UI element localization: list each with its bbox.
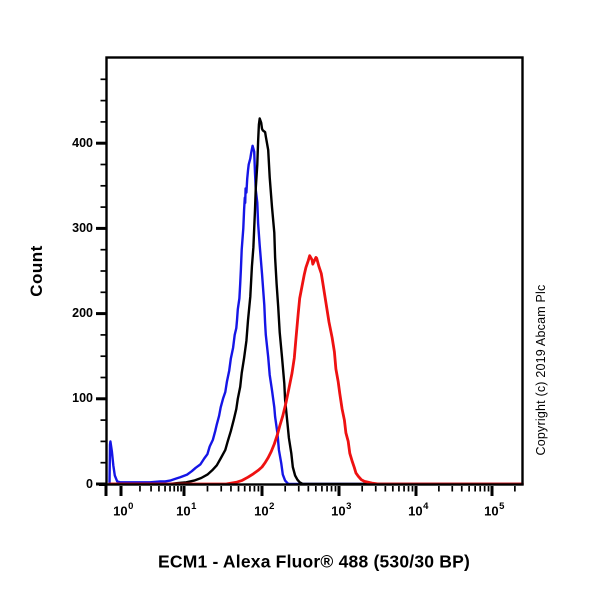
plot-border [105,56,524,486]
x-tick-label-10e2: 102 [254,501,275,519]
x-tick-label-10e5: 105 [484,501,505,519]
y-tick-label-200: 200 [72,306,93,321]
histogram-curves [108,117,524,486]
y-axis-label: Count [27,245,46,297]
y-tick-label-100: 100 [72,391,93,406]
x-axis-title: ECM1 - Alexa Fluor® 488 (530/30 BP) [158,551,470,572]
black-histogram-curve [108,117,524,486]
axis-ticks [96,78,516,496]
copyright-notice: Copyright (c) 2019 Abcam Plc [534,284,548,456]
y-tick-label-400: 400 [72,135,93,150]
x-tick-label-10e0: 100 [113,501,134,519]
x-tick-label-10e3: 103 [331,501,352,519]
red-histogram-curve [108,254,524,486]
blue-histogram-curve [108,144,524,486]
x-tick-label-10e1: 101 [176,501,197,519]
y-tick-label-0: 0 [86,476,93,491]
x-tick-label-10e4: 104 [408,501,429,519]
y-tick-label-300: 300 [72,220,93,235]
